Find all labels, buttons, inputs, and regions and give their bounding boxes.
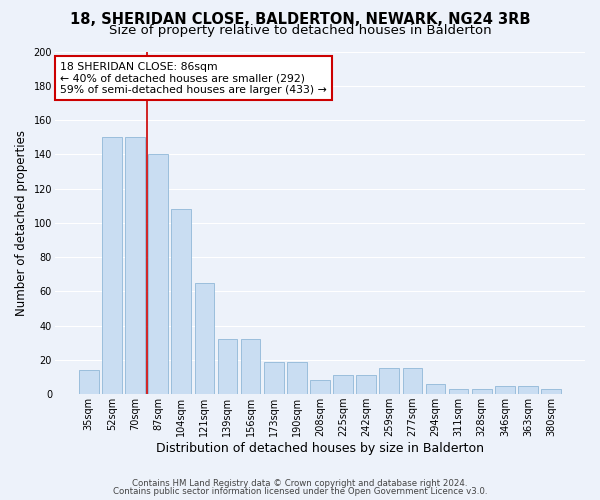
Bar [194, 283, 214, 394]
Y-axis label: Number of detached properties: Number of detached properties [15, 130, 28, 316]
Text: 18 SHERIDAN CLOSE: 86sqm
← 40% of detached houses are smaller (292)
59% of semi-: 18 SHERIDAN CLOSE: 86sqm ← 40% of detach… [60, 62, 327, 95]
Text: Contains HM Land Registry data © Crown copyright and database right 2024.: Contains HM Land Registry data © Crown c… [132, 478, 468, 488]
Bar [356, 376, 376, 394]
Bar [495, 386, 515, 394]
Bar [425, 384, 445, 394]
Bar [125, 137, 145, 394]
Bar [310, 380, 330, 394]
Bar [518, 386, 538, 394]
Bar [403, 368, 422, 394]
Bar [287, 362, 307, 394]
Bar [218, 340, 237, 394]
Bar [264, 362, 284, 394]
Text: Size of property relative to detached houses in Balderton: Size of property relative to detached ho… [109, 24, 491, 37]
Bar [148, 154, 168, 394]
Bar [472, 389, 491, 394]
Bar [241, 340, 260, 394]
Bar [102, 137, 122, 394]
Bar [79, 370, 98, 394]
Bar [172, 209, 191, 394]
X-axis label: Distribution of detached houses by size in Balderton: Distribution of detached houses by size … [156, 442, 484, 455]
Bar [541, 389, 561, 394]
Bar [379, 368, 399, 394]
Bar [333, 376, 353, 394]
Text: Contains public sector information licensed under the Open Government Licence v3: Contains public sector information licen… [113, 487, 487, 496]
Bar [449, 389, 469, 394]
Text: 18, SHERIDAN CLOSE, BALDERTON, NEWARK, NG24 3RB: 18, SHERIDAN CLOSE, BALDERTON, NEWARK, N… [70, 12, 530, 28]
